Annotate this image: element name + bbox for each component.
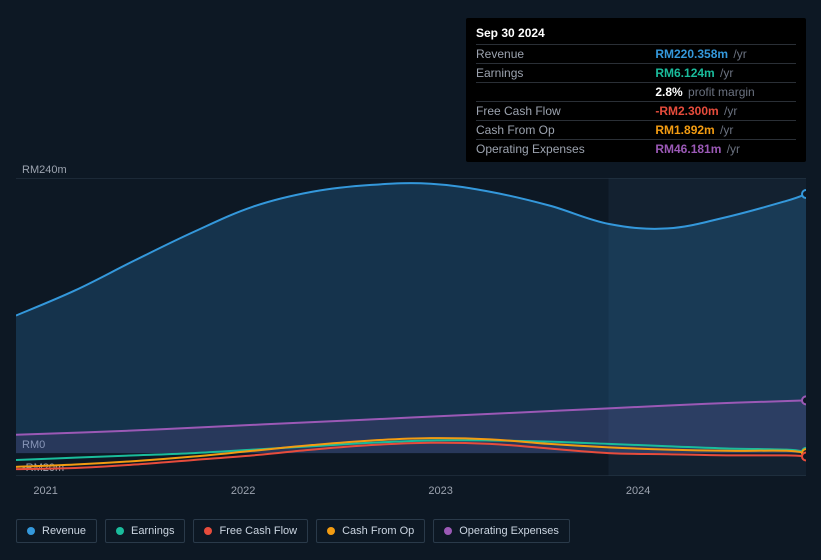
- tooltip-row: EarningsRM6.124m /yr: [476, 64, 796, 83]
- tooltip-row: Cash From OpRM1.892m /yr: [476, 121, 796, 140]
- legend-item-fcf[interactable]: Free Cash Flow: [193, 519, 308, 543]
- tooltip-metric-value: -RM2.300m /yr: [655, 102, 796, 121]
- tooltip-metric-value: RM6.124m /yr: [655, 64, 796, 83]
- legend-item-cfo[interactable]: Cash From Op: [316, 519, 425, 543]
- tooltip-metric-value: 2.8% profit margin: [655, 83, 796, 102]
- tooltip-row: Free Cash Flow-RM2.300m /yr: [476, 102, 796, 121]
- legend-item-earnings[interactable]: Earnings: [105, 519, 185, 543]
- tooltip-row: 2.8% profit margin: [476, 83, 796, 102]
- tooltip-metric-label: Operating Expenses: [476, 140, 655, 159]
- legend-label: Earnings: [131, 525, 174, 537]
- y-axis-label: RM240m: [22, 164, 67, 176]
- marker-fcf[interactable]: [802, 453, 806, 461]
- legend-dot-icon: [204, 527, 212, 535]
- x-axis-label: 2024: [626, 485, 650, 497]
- legend: Revenue Earnings Free Cash Flow Cash From O…: [16, 519, 570, 543]
- legend-dot-icon: [27, 527, 35, 535]
- tooltip-metric-label: Free Cash Flow: [476, 102, 655, 121]
- tooltip-date: Sep 30 2024: [476, 24, 796, 44]
- legend-label: Free Cash Flow: [219, 525, 297, 537]
- legend-item-revenue[interactable]: Revenue: [16, 519, 97, 543]
- tooltip-metric-value: RM1.892m /yr: [655, 121, 796, 140]
- tooltip-metric-label: Revenue: [476, 45, 655, 64]
- legend-label: Cash From Op: [342, 525, 414, 537]
- legend-label: Operating Expenses: [459, 525, 559, 537]
- tooltip-row: RevenueRM220.358m /yr: [476, 45, 796, 64]
- tooltip-row: Operating ExpensesRM46.181m /yr: [476, 140, 796, 159]
- chart-container: { "background_color": "#0d1824", "toolti…: [0, 0, 821, 560]
- marker-revenue[interactable]: [802, 190, 806, 198]
- legend-item-opex[interactable]: Operating Expenses: [433, 519, 570, 543]
- legend-dot-icon: [444, 527, 452, 535]
- tooltip-metric-value: RM220.358m /yr: [655, 45, 796, 64]
- legend-label: Revenue: [42, 525, 86, 537]
- x-axis-label: 2022: [231, 485, 255, 497]
- tooltip-metric-label: Earnings: [476, 64, 655, 83]
- legend-dot-icon: [327, 527, 335, 535]
- marker-opex[interactable]: [802, 396, 806, 404]
- x-axis-label: 2023: [428, 485, 452, 497]
- tooltip-table: RevenueRM220.358m /yrEarningsRM6.124m /y…: [476, 44, 796, 158]
- legend-dot-icon: [116, 527, 124, 535]
- data-tooltip: Sep 30 2024 RevenueRM220.358m /yrEarning…: [466, 18, 806, 162]
- x-axis-label: 2021: [33, 485, 57, 497]
- tooltip-metric-value: RM46.181m /yr: [655, 140, 796, 159]
- tooltip-metric-label: [476, 83, 655, 102]
- chart-plot[interactable]: [16, 178, 806, 476]
- tooltip-metric-label: Cash From Op: [476, 121, 655, 140]
